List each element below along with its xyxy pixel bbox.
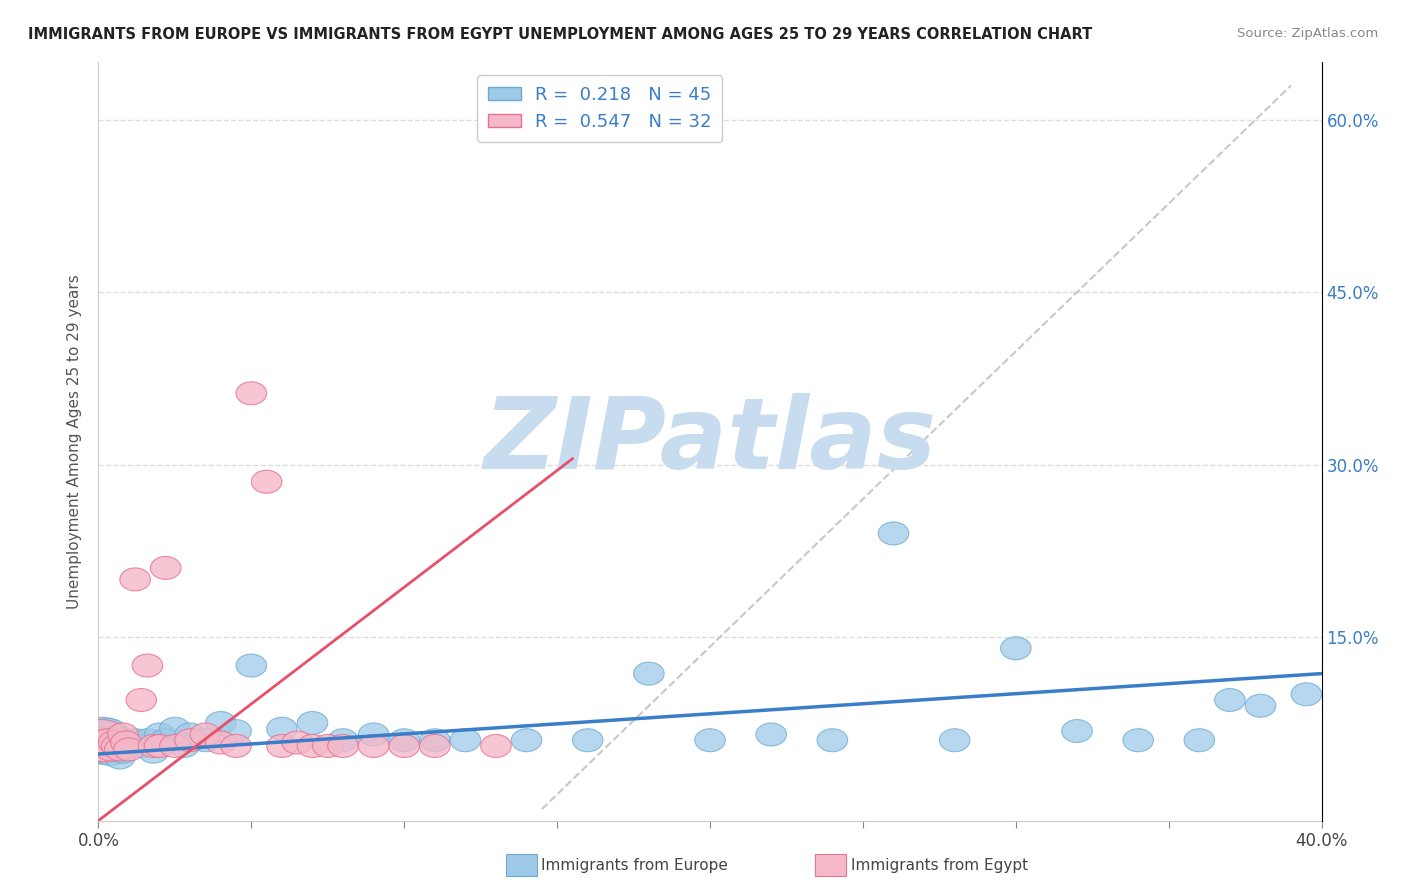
Ellipse shape [359, 723, 389, 746]
Ellipse shape [96, 732, 132, 760]
Ellipse shape [359, 734, 389, 757]
Ellipse shape [419, 734, 450, 757]
Ellipse shape [89, 729, 127, 756]
Ellipse shape [236, 382, 267, 405]
Ellipse shape [111, 731, 141, 754]
Ellipse shape [145, 723, 174, 746]
Ellipse shape [104, 738, 135, 761]
Ellipse shape [120, 729, 150, 752]
Text: Immigrants from Egypt: Immigrants from Egypt [851, 858, 1028, 872]
Ellipse shape [389, 734, 419, 757]
Ellipse shape [1291, 682, 1322, 706]
Ellipse shape [939, 729, 970, 752]
Ellipse shape [297, 712, 328, 734]
Ellipse shape [138, 740, 169, 764]
Ellipse shape [138, 734, 169, 757]
Ellipse shape [297, 734, 328, 757]
Ellipse shape [1246, 694, 1275, 717]
Ellipse shape [328, 734, 359, 757]
Ellipse shape [98, 731, 129, 754]
Ellipse shape [132, 729, 163, 752]
Ellipse shape [86, 718, 129, 750]
Ellipse shape [114, 738, 145, 761]
Ellipse shape [75, 720, 129, 761]
Ellipse shape [70, 717, 132, 764]
Legend: R =  0.218   N = 45, R =  0.547   N = 32: R = 0.218 N = 45, R = 0.547 N = 32 [478, 75, 723, 142]
Ellipse shape [450, 729, 481, 752]
Ellipse shape [160, 734, 190, 757]
Ellipse shape [150, 729, 181, 752]
Ellipse shape [512, 729, 541, 752]
Ellipse shape [205, 712, 236, 734]
Ellipse shape [1215, 689, 1246, 712]
Ellipse shape [634, 662, 664, 685]
Ellipse shape [481, 734, 512, 757]
Ellipse shape [96, 738, 127, 761]
Ellipse shape [252, 470, 281, 493]
Ellipse shape [205, 731, 236, 754]
Ellipse shape [572, 729, 603, 752]
Ellipse shape [101, 734, 132, 757]
Ellipse shape [174, 723, 205, 746]
Text: Immigrants from Europe: Immigrants from Europe [541, 858, 728, 872]
Ellipse shape [111, 729, 141, 752]
Ellipse shape [98, 726, 135, 754]
Ellipse shape [108, 740, 138, 764]
Ellipse shape [267, 717, 297, 740]
Text: ZIPatlas: ZIPatlas [484, 393, 936, 490]
Ellipse shape [1001, 637, 1031, 660]
Ellipse shape [756, 723, 786, 746]
Ellipse shape [169, 734, 200, 757]
Ellipse shape [190, 723, 221, 746]
Ellipse shape [93, 738, 129, 765]
Ellipse shape [267, 734, 297, 757]
Ellipse shape [236, 654, 267, 677]
Ellipse shape [312, 734, 343, 757]
Ellipse shape [389, 729, 419, 752]
Ellipse shape [817, 729, 848, 752]
Ellipse shape [328, 729, 359, 752]
Ellipse shape [1184, 729, 1215, 752]
Ellipse shape [419, 729, 450, 752]
Ellipse shape [104, 746, 135, 769]
Ellipse shape [80, 728, 129, 764]
Ellipse shape [695, 729, 725, 752]
Ellipse shape [145, 734, 174, 757]
Ellipse shape [120, 568, 150, 591]
Text: IMMIGRANTS FROM EUROPE VS IMMIGRANTS FROM EGYPT UNEMPLOYMENT AMONG AGES 25 TO 29: IMMIGRANTS FROM EUROPE VS IMMIGRANTS FRO… [28, 27, 1092, 42]
Ellipse shape [127, 734, 156, 757]
Y-axis label: Unemployment Among Ages 25 to 29 years: Unemployment Among Ages 25 to 29 years [67, 274, 83, 609]
Ellipse shape [281, 731, 312, 754]
Ellipse shape [174, 729, 205, 752]
Ellipse shape [1062, 720, 1092, 742]
Ellipse shape [114, 734, 145, 757]
Ellipse shape [879, 522, 908, 545]
Ellipse shape [150, 557, 181, 580]
Ellipse shape [83, 730, 127, 762]
Ellipse shape [1123, 729, 1153, 752]
Ellipse shape [221, 720, 252, 742]
Ellipse shape [127, 689, 156, 712]
Ellipse shape [221, 734, 252, 757]
Ellipse shape [108, 723, 138, 746]
Text: Source: ZipAtlas.com: Source: ZipAtlas.com [1237, 27, 1378, 40]
Ellipse shape [132, 654, 163, 677]
Ellipse shape [190, 729, 221, 752]
Ellipse shape [160, 717, 190, 740]
